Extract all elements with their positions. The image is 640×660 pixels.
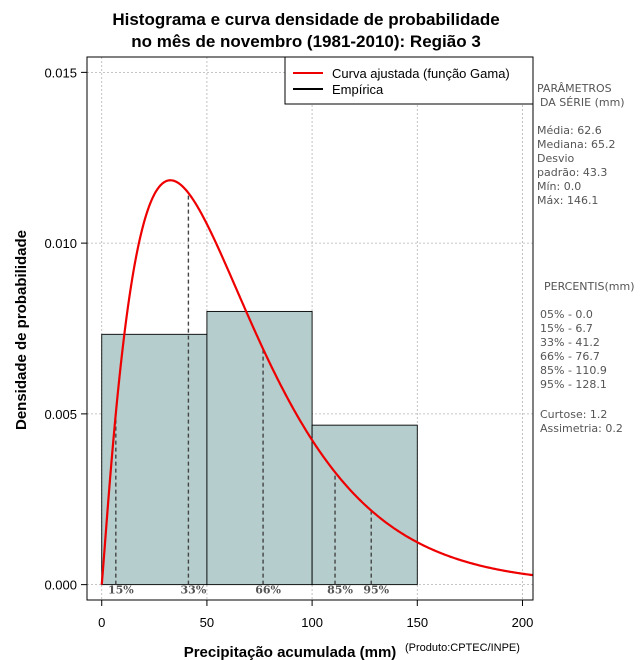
chart-title-line-2: no mês de novembro (1981-2010): Região 3 bbox=[131, 32, 481, 51]
gamma-density-curve bbox=[100, 179, 534, 585]
legend-label-curve: Curva ajustada (função Gama) bbox=[332, 66, 510, 81]
x-axis-title: Precipitação acumulada (mm) bbox=[184, 644, 397, 660]
percentile-labels-layer: 15% 33% 66% 85% 95% bbox=[108, 584, 390, 597]
percentile-66: 66% - 76.7 bbox=[540, 350, 600, 363]
percentile-05: 05% - 0.0 bbox=[540, 308, 593, 321]
stat-max: Máx: 146.1 bbox=[537, 194, 598, 207]
chart-title-line-1: Histograma e curva densidade de probabil… bbox=[112, 10, 499, 29]
legend: Curva ajustada (função Gama) Empírica bbox=[284, 56, 534, 105]
percentile-15: 15% - 6.7 bbox=[540, 322, 593, 335]
y-tick-label: 0.015 bbox=[44, 65, 77, 80]
stat-stddev: padrão: 43.3 bbox=[537, 166, 607, 179]
percentiles-panel: PERCENTIS(mm) 05% - 0.0 15% - 6.7 33% - … bbox=[540, 280, 635, 435]
legend-label-empirical: Empírica bbox=[332, 82, 384, 97]
y-tick-label: 0.005 bbox=[44, 407, 77, 422]
x-tick-label: 0 bbox=[98, 615, 105, 630]
params-heading-2: DA SÉRIE (mm) bbox=[540, 96, 625, 109]
stat-median: Mediana: 65.2 bbox=[537, 138, 615, 151]
x-tick-label: 200 bbox=[512, 615, 534, 630]
params-heading-1: PARÂMETROS bbox=[537, 82, 612, 95]
product-credit: (Produto:CPTEC/INPE) bbox=[405, 642, 520, 654]
percentile-marker-label-2: 33% bbox=[181, 584, 207, 597]
y-axis-title: Densidade de probabilidade bbox=[13, 230, 30, 430]
percentile-marker-label-3: 66% bbox=[255, 584, 281, 597]
x-tick-label: 100 bbox=[301, 615, 323, 630]
percentile-95: 95% - 128.1 bbox=[540, 378, 607, 391]
percentiles-heading: PERCENTIS(mm) bbox=[544, 280, 635, 293]
y-tick-label: 0.000 bbox=[44, 578, 77, 593]
percentile-marker-label-4: 85% bbox=[327, 584, 353, 597]
ticks-layer: 0 50 100 150 200 0.000 0.005 0.010 0.015 bbox=[44, 65, 533, 630]
x-tick-label: 50 bbox=[200, 615, 214, 630]
stat-mean: Média: 62.6 bbox=[537, 124, 602, 137]
series-parameters-panel: PARÂMETROS DA SÉRIE (mm) Média: 62.6 Med… bbox=[537, 82, 625, 207]
stat-kurtosis: Curtose: 1.2 bbox=[540, 408, 607, 421]
histogram-bar-1 bbox=[101, 333, 208, 586]
percentile-marker-label-5: 95% bbox=[363, 584, 389, 597]
curve-layer bbox=[100, 179, 534, 585]
percentile-85: 85% - 110.9 bbox=[540, 364, 607, 377]
histogram-bar-2 bbox=[206, 310, 313, 586]
x-tick-label: 150 bbox=[406, 615, 428, 630]
bars-layer bbox=[101, 310, 418, 586]
stat-skewness: Assimetria: 0.2 bbox=[540, 422, 623, 435]
stat-stddev-label: Desvio bbox=[537, 152, 575, 165]
percentile-lines-layer bbox=[115, 192, 372, 585]
percentile-33: 33% - 41.2 bbox=[540, 336, 600, 349]
y-tick-label: 0.010 bbox=[44, 236, 77, 251]
legend-box bbox=[284, 56, 534, 105]
percentile-marker-label-1: 15% bbox=[108, 584, 134, 597]
stat-min: Mín: 0.0 bbox=[537, 180, 581, 193]
